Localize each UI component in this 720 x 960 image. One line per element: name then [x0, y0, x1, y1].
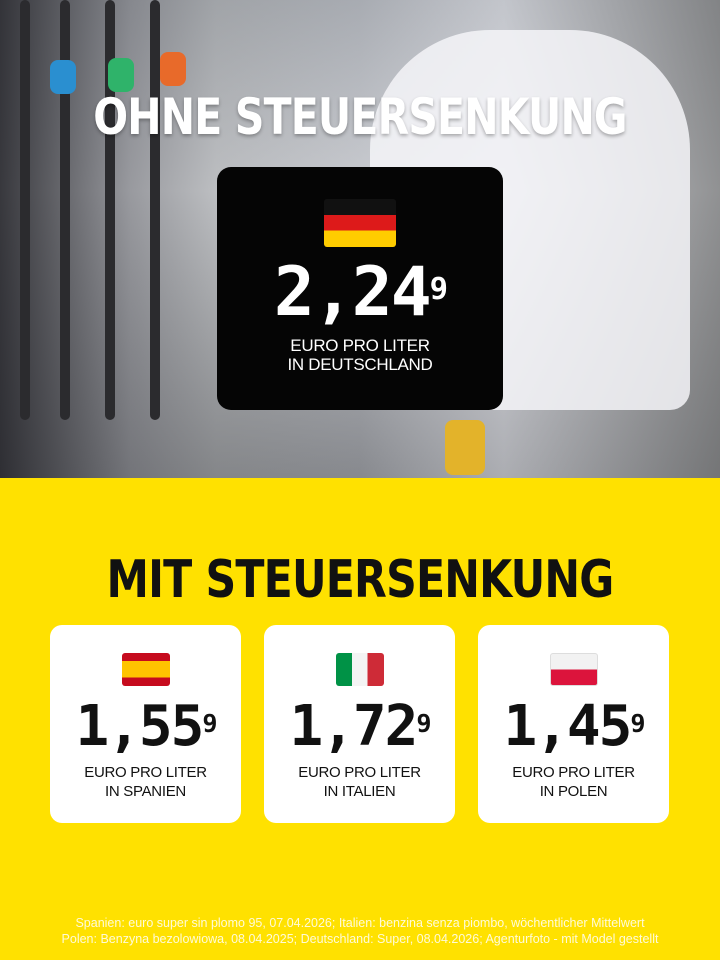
card-spain: 1,559 EURO PRO LITER IN SPANIEN	[50, 625, 241, 823]
price: 1,459	[503, 694, 645, 759]
spain-flag-icon	[121, 653, 170, 686]
nozzle	[108, 58, 134, 92]
source-footnote: Spanien: euro super sin plomo 95, 07.04.…	[0, 915, 720, 947]
fuel-hose	[20, 0, 30, 420]
germany-price: 2,249	[273, 253, 448, 332]
unit-label: EURO PRO LITER	[84, 764, 207, 781]
germany-flag-icon	[324, 199, 396, 247]
footnote-line: Polen: Benzyna bezolowiowa, 08.04.2025; …	[61, 932, 659, 946]
country-label: IN ITALIEN	[323, 783, 396, 800]
unit-label: EURO PRO LITER	[298, 764, 421, 781]
price: 1,729	[289, 694, 431, 759]
country-label: IN POLEN	[539, 783, 608, 800]
poland-flag-icon	[549, 653, 598, 686]
fuel-hose	[60, 0, 70, 420]
nozzle	[50, 60, 76, 94]
fuel-hose	[150, 0, 160, 420]
price: 1,559	[75, 694, 217, 759]
headline-mid: MIT STEUERSENKUNG	[106, 550, 615, 610]
nozzle	[160, 52, 186, 86]
unit-label: EURO PRO LITER	[512, 764, 635, 781]
unit-label: EURO PRO LITER	[290, 336, 430, 355]
fuel-hose	[105, 0, 115, 420]
card-italy: 1,729 EURO PRO LITER IN ITALIEN	[264, 625, 455, 823]
country-label: IN SPANIEN	[105, 783, 186, 800]
nozzle	[445, 420, 485, 475]
footnote-line: Spanien: euro super sin plomo 95, 07.04.…	[75, 916, 645, 930]
card-poland: 1,459 EURO PRO LITER IN POLEN	[478, 625, 669, 823]
italy-flag-icon	[335, 653, 384, 686]
country-label: IN DEUTSCHLAND	[287, 355, 433, 374]
headline-top: OHNE STEUERSENKUNG	[93, 88, 627, 146]
germany-price-box: 2,249 EURO PRO LITER IN DEUTSCHLAND	[217, 167, 503, 410]
